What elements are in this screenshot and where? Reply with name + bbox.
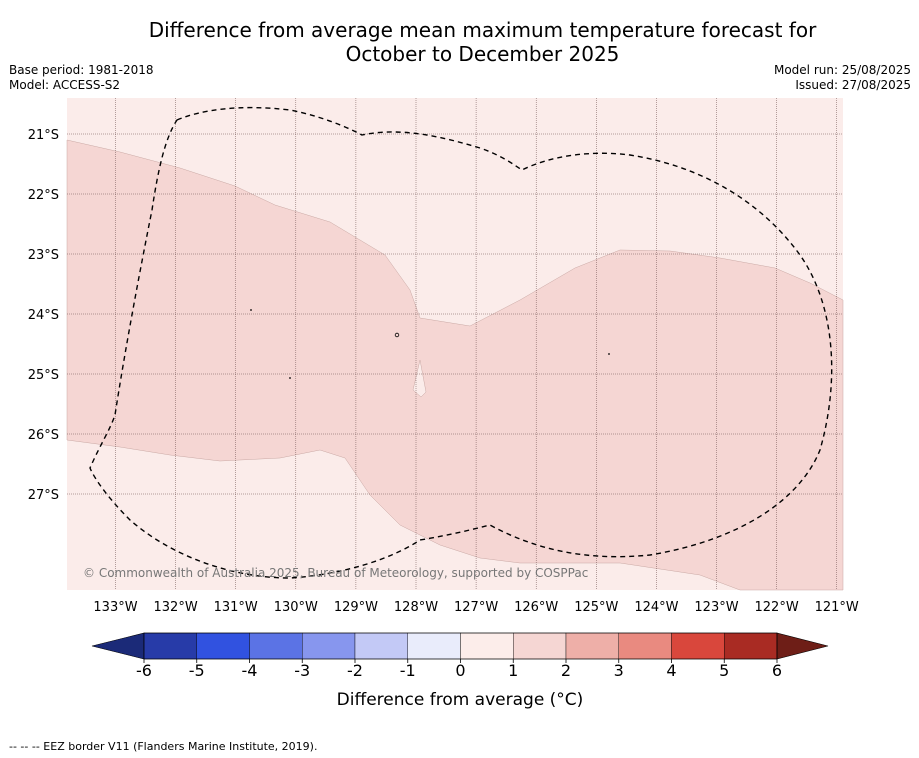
anomaly-notch [412, 359, 427, 398]
colorbar-under-arrow [91, 632, 145, 660]
title-line-1: Difference from average mean maximum tem… [148, 18, 817, 42]
longitude-label: 124°W [634, 600, 678, 615]
anomaly-zone-1-2 [66, 139, 844, 591]
grid-lines [67, 98, 843, 590]
longitude-label: 133°W [93, 600, 137, 615]
meta-left: Base period: 1981-2018 Model: ACCESS-S2 [9, 63, 154, 93]
island-marker [289, 377, 291, 379]
colorbar-segment [407, 632, 461, 660]
map-panel: © Commonwealth of Australia 2025, Bureau… [66, 98, 844, 591]
latitude-label: 27°S [28, 488, 59, 503]
colorbar-over-arrow [776, 632, 829, 660]
colorbar-segment [354, 632, 408, 660]
colorbar-title: Difference from average (°C) [337, 690, 584, 710]
colorbar-segment [196, 632, 250, 660]
longitude-label: 123°W [694, 600, 738, 615]
colorbar-segments [143, 632, 778, 660]
island-markers [250, 309, 610, 379]
colorbar-segment [513, 632, 567, 660]
latitude-label: 24°S [28, 308, 59, 323]
longitude-label: 131°W [214, 600, 258, 615]
copyright-text: © Commonwealth of Australia 2025, Bureau… [83, 566, 588, 580]
latitude-label: 25°S [28, 368, 59, 383]
meta-right: Model run: 25/08/2025 Issued: 27/08/2025 [774, 63, 911, 93]
longitude-label: 122°W [755, 600, 799, 615]
longitude-label: 129°W [334, 600, 378, 615]
latitude-labels: 21°S 22°S 23°S 24°S 25°S 26°S 27°S [28, 128, 59, 503]
base-period: Base period: 1981-2018 [9, 63, 154, 77]
island-marker [394, 332, 400, 338]
eez-border [89, 106, 833, 579]
longitude-label: 126°W [514, 600, 558, 615]
colorbar-ticks: -6 -5 -4 -3 -2 -1 0 1 2 3 4 5 6 [136, 659, 782, 680]
colorbar-segment [671, 632, 725, 660]
colorbar-segment [460, 632, 514, 660]
longitude-label: 125°W [574, 600, 618, 615]
colorbar-tick-label: 0 [455, 661, 465, 680]
colorbar-tick-label: -1 [400, 661, 416, 680]
eez-footnote: -- -- -- EEZ border V11 (Flanders Marine… [9, 740, 318, 753]
longitude-label: 121°W [815, 600, 859, 615]
latitude-label: 26°S [28, 428, 59, 443]
colorbar-tick-label: -5 [189, 661, 205, 680]
colorbar: -6 -5 -4 -3 -2 -1 0 1 2 3 4 5 6 Difference from aver… [91, 632, 829, 710]
colorbar-segment [618, 632, 672, 660]
colorbar-tick-label: -3 [294, 661, 310, 680]
colorbar-segment [724, 632, 778, 660]
colorbar-tick-label: 5 [719, 661, 729, 680]
latitude-label: 21°S [28, 128, 59, 143]
title-line-2: October to December 2025 [345, 42, 620, 66]
longitude-label: 132°W [154, 600, 198, 615]
colorbar-tick-label: -2 [347, 661, 363, 680]
longitude-label: 128°W [394, 600, 438, 615]
longitude-label: 127°W [454, 600, 498, 615]
colorbar-segment [143, 632, 197, 660]
issued-date: Issued: 27/08/2025 [795, 78, 911, 92]
longitude-label: 130°W [274, 600, 318, 615]
island-marker [608, 353, 610, 355]
latitude-label: 22°S [28, 188, 59, 203]
colorbar-segment [565, 632, 619, 660]
colorbar-tick-label: -4 [242, 661, 258, 680]
island-marker [250, 309, 252, 311]
colorbar-segment [302, 632, 356, 660]
colorbar-tick-label: 6 [772, 661, 782, 680]
colorbar-tick-label: 3 [614, 661, 624, 680]
map-title: Difference from average mean maximum tem… [0, 18, 919, 66]
colorbar-segment [249, 632, 303, 660]
longitude-labels: 133°W 132°W 131°W 130°W 129°W 128°W 127°W 126°W… [93, 600, 859, 615]
colorbar-tick-label: 2 [561, 661, 571, 680]
model-name: Model: ACCESS-S2 [9, 78, 121, 92]
colorbar-tick-label: 4 [666, 661, 676, 680]
colorbar-tick-label: -6 [136, 661, 152, 680]
colorbar-tick-label: 1 [508, 661, 518, 680]
model-run: Model run: 25/08/2025 [773, 63, 911, 77]
latitude-label: 23°S [28, 248, 59, 263]
